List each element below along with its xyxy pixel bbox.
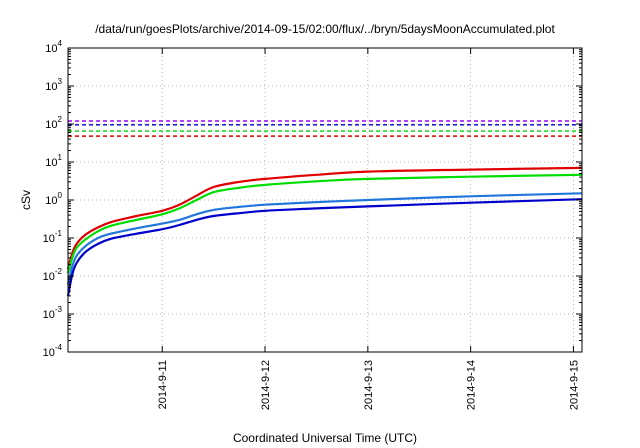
- series-lines: [66, 166, 583, 297]
- y-tick-label: 100: [45, 191, 62, 207]
- series-line: [66, 166, 583, 270]
- y-axis-label: cSv: [19, 190, 33, 210]
- x-tick-label: 2014-9-15: [568, 360, 580, 410]
- x-tick-label: 2014-9-12: [260, 360, 272, 410]
- y-tick-label: 10-1: [43, 229, 63, 245]
- threshold-lines: [68, 120, 582, 137]
- x-axis-label: Coordinated Universal Time (UTC): [233, 431, 417, 445]
- grid: [68, 48, 582, 352]
- x-tick-label: 2014-9-14: [466, 360, 478, 410]
- series-line: [66, 198, 583, 297]
- y-tick-label: 101: [45, 153, 62, 169]
- y-tick-label: 102: [45, 115, 62, 131]
- x-tick-label: 2014-9-11: [157, 360, 169, 409]
- chart-title: /data/run/goesPlots/archive/2014-09-15/0…: [95, 22, 555, 36]
- y-tick-label: 10-3: [43, 305, 63, 321]
- y-axis-ticks: 10-4 10-3 10-2 10-1 100 101 102 103 104: [43, 39, 582, 359]
- series-line: [66, 192, 583, 285]
- x-axis-ticks: 2014-9-11 2014-9-12 2014-9-13 2014-9-14 2014…: [157, 48, 580, 410]
- y-tick-label: 103: [45, 77, 62, 93]
- x-tick-label: 2014-9-13: [363, 360, 375, 410]
- y-tick-label: 104: [45, 39, 62, 55]
- y-tick-label: 10-2: [43, 267, 63, 283]
- y-tick-label: 10-4: [43, 343, 63, 359]
- series-line: [66, 173, 583, 274]
